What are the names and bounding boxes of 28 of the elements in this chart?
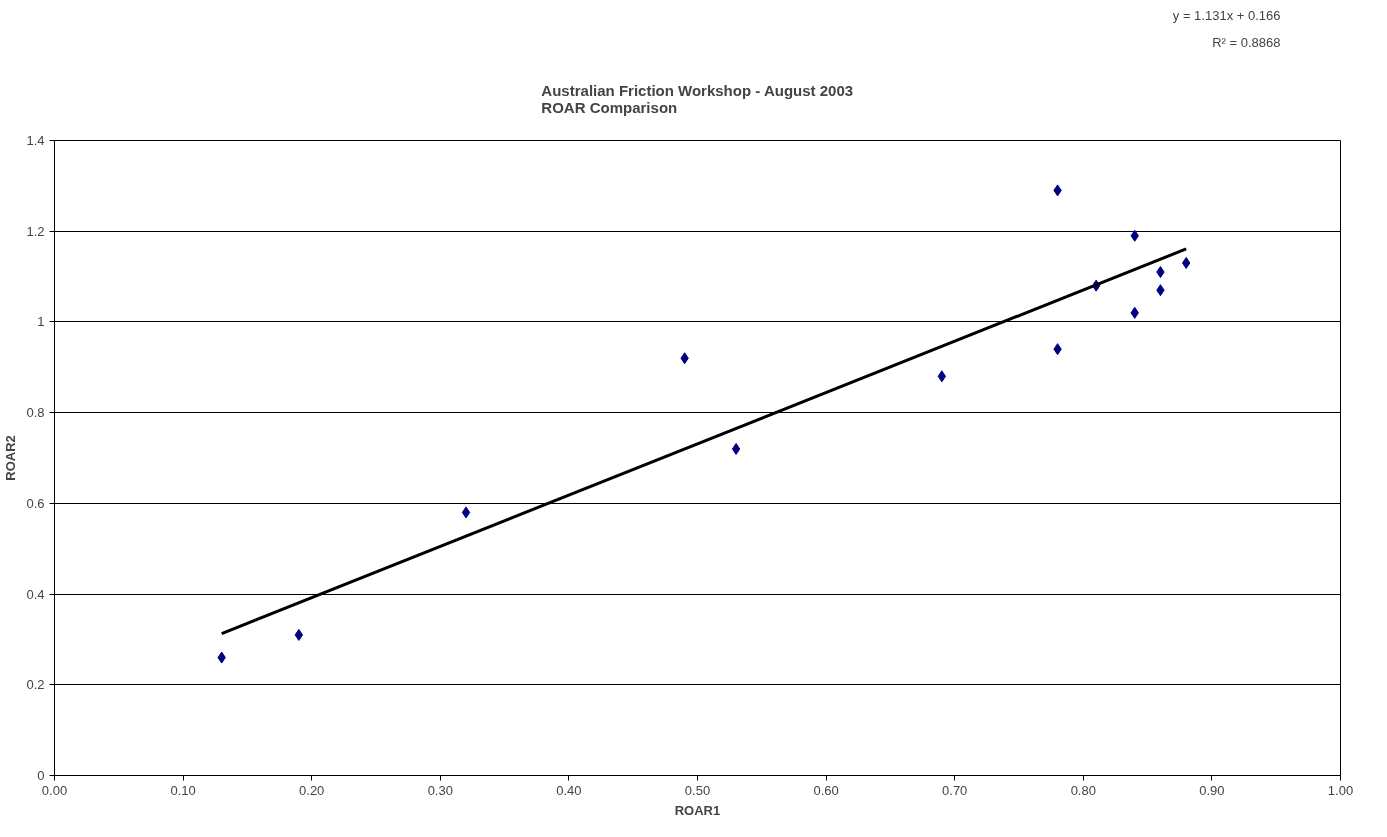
x-tick-label: 0.90 [1199, 782, 1225, 798]
x-tick-label: 0.70 [942, 782, 968, 798]
y-tick-label: 1.4 [26, 133, 45, 148]
x-tick-label: 0.10 [170, 782, 196, 798]
chart-title: Australian Friction Workshop - August 2003 ROAR Comparison [541, 81, 854, 116]
x-tick-label: 0.40 [556, 782, 582, 798]
y-axis-title: ROAR2 [3, 435, 19, 481]
x-tick-label: 0.20 [299, 782, 325, 798]
point [461, 506, 471, 519]
point [731, 442, 741, 455]
y-tick-label: 0 [37, 768, 45, 783]
x-tick-label: 0.30 [427, 782, 453, 798]
y-tick-label: 0.2 [26, 677, 45, 693]
x-tick-label: 0.00 [41, 782, 68, 798]
x-tick-label: 0.50 [684, 782, 711, 798]
x-tick-label: 0.60 [813, 782, 839, 798]
x-axis-title: ROAR1 [674, 802, 721, 818]
point [937, 370, 947, 383]
y-tick-label: 0.8 [26, 405, 45, 421]
y-tick-label: 1 [37, 314, 45, 330]
x-tick-label: 0.80 [1070, 782, 1096, 798]
y-tick-label: 0.6 [26, 495, 45, 511]
y-tick-label: 0.4 [26, 586, 45, 602]
point [294, 628, 304, 641]
y-tick-label: 1.2 [26, 223, 45, 239]
x-tick-label: 1.00 [1327, 782, 1354, 798]
text: R² = 0.8868 [1212, 34, 1281, 50]
text: y = 1.131x + 0.166 [1172, 7, 1281, 23]
